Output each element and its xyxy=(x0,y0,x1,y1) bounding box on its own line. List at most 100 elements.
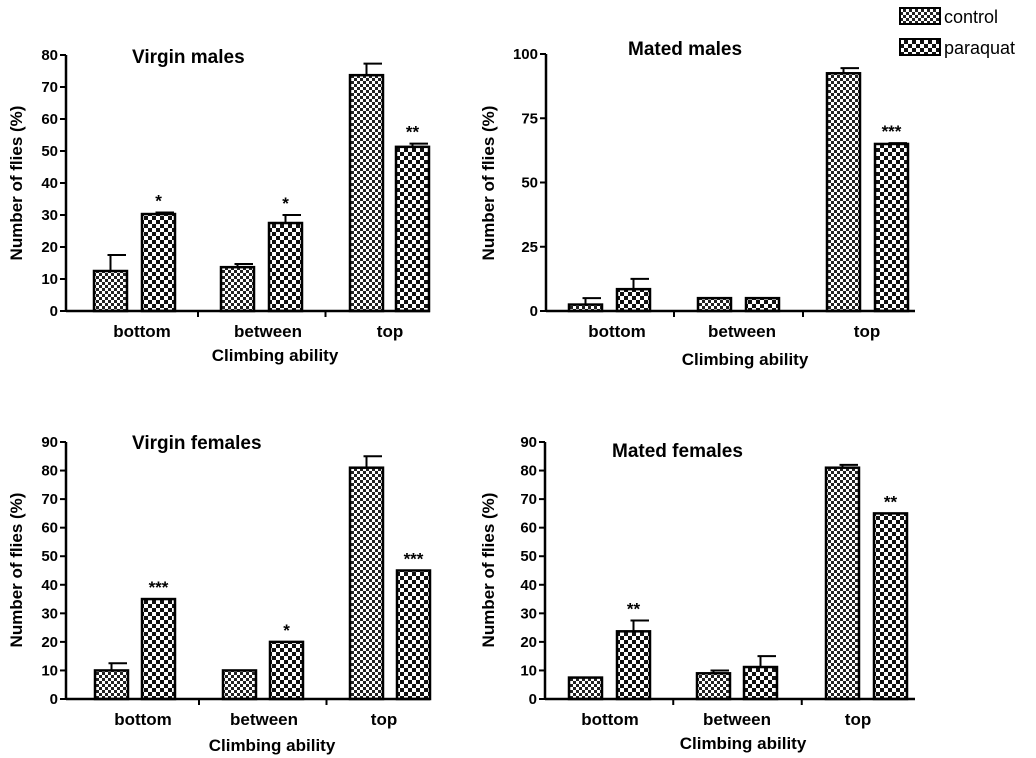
x-tick-label-bottom: bottom xyxy=(588,322,646,341)
bar-paraquat-bottom xyxy=(615,630,652,701)
y-tick-label: 90 xyxy=(520,434,537,451)
bar-paraquat-between xyxy=(267,221,304,313)
bar-control-bottom xyxy=(92,269,129,313)
x-tick-label-top: top xyxy=(854,322,880,341)
bar-control-between xyxy=(696,296,733,313)
y-tick-label: 40 xyxy=(41,577,58,594)
bar-paraquat-top xyxy=(872,512,909,701)
y-tick-label: 75 xyxy=(521,110,538,127)
y-tick-label: 70 xyxy=(41,491,58,508)
legend-label-control: control xyxy=(944,7,998,27)
y-tick-label: 100 xyxy=(513,46,538,63)
bar-paraquat-between xyxy=(742,665,779,701)
chart-title: Virgin males xyxy=(132,47,245,68)
y-tick-label: 10 xyxy=(41,662,58,679)
y-tick-label: 20 xyxy=(41,239,58,256)
legend-swatch-control xyxy=(899,7,941,25)
y-tick-label: 50 xyxy=(41,548,58,565)
significance-label-top: *** xyxy=(882,122,902,141)
y-tick-label: 20 xyxy=(41,634,58,651)
y-tick-label: 10 xyxy=(520,662,537,679)
significance-label-top: ** xyxy=(406,123,420,142)
y-tick-label: 30 xyxy=(520,605,537,622)
x-tick-label-bottom: bottom xyxy=(581,710,639,729)
bar-paraquat-bottom xyxy=(140,212,177,313)
legend-label-paraquat: paraquat xyxy=(944,38,1015,58)
bar-paraquat-bottom xyxy=(615,287,652,313)
y-tick-label: 80 xyxy=(41,463,58,480)
y-tick-label: 80 xyxy=(41,47,58,64)
chart-title: Virgin females xyxy=(132,433,262,454)
y-tick-label: 60 xyxy=(41,520,58,537)
x-axis-label: Climbing ability xyxy=(209,736,336,755)
bar-paraquat-top xyxy=(395,569,432,701)
y-tick-label: 25 xyxy=(521,239,538,256)
significance-label-top: *** xyxy=(404,550,424,569)
y-tick-label: 60 xyxy=(41,111,58,128)
y-tick-label: 60 xyxy=(520,520,537,537)
bar-control-bottom xyxy=(567,676,604,701)
bar-paraquat-top xyxy=(394,145,431,313)
y-axis-label: Number of flies (%) xyxy=(479,493,498,648)
y-tick-label: 0 xyxy=(50,691,58,708)
y-axis-label: Number of flies (%) xyxy=(479,106,498,261)
y-tick-label: 0 xyxy=(529,691,537,708)
bar-control-between xyxy=(221,669,258,701)
y-tick-label: 90 xyxy=(41,434,58,451)
bar-control-between xyxy=(219,265,256,313)
y-tick-label: 70 xyxy=(41,79,58,96)
legend: control paraquat xyxy=(899,7,1015,58)
x-tick-label-between: between xyxy=(230,710,298,729)
significance-label-between: * xyxy=(282,194,289,213)
significance-label-between: * xyxy=(283,621,290,640)
bar-control-top xyxy=(825,72,862,313)
y-tick-label: 50 xyxy=(521,175,538,192)
significance-label-bottom: * xyxy=(155,191,162,210)
y-tick-label: 20 xyxy=(520,634,537,651)
y-axis-label: Number of flies (%) xyxy=(7,493,26,648)
bar-paraquat-bottom xyxy=(140,597,177,701)
y-tick-label: 80 xyxy=(520,463,537,480)
legend-swatch-paraquat xyxy=(899,38,941,56)
y-axis-label: Number of flies (%) xyxy=(7,106,26,261)
x-tick-label-top: top xyxy=(377,322,403,341)
x-tick-label-between: between xyxy=(703,710,771,729)
bar-control-top xyxy=(824,466,861,701)
y-tick-label: 50 xyxy=(520,548,537,565)
x-axis-label: Climbing ability xyxy=(680,734,807,753)
y-tick-label: 0 xyxy=(50,303,58,320)
chart-title: Mated females xyxy=(612,441,743,462)
x-tick-label-between: between xyxy=(234,322,302,341)
y-tick-label: 0 xyxy=(530,303,538,320)
chart-title: Mated males xyxy=(628,39,742,60)
y-tick-label: 70 xyxy=(520,491,537,508)
x-tick-label-bottom: bottom xyxy=(114,710,172,729)
y-tick-label: 30 xyxy=(41,207,58,224)
bar-paraquat-between xyxy=(744,296,781,313)
panel-mated-males: *** 0 25 50 75 100 bottom between top Mated males… xyxy=(479,39,915,369)
bar-paraquat-between xyxy=(268,640,305,701)
panel-mated-females: ** ** 0 10 20 30 40 50 60 70 80 90 bottom between top M… xyxy=(479,434,915,753)
y-tick-label: 50 xyxy=(41,143,58,160)
x-tick-label-bottom: bottom xyxy=(113,322,171,341)
bar-paraquat-top xyxy=(873,142,910,313)
x-axis-label: Climbing ability xyxy=(212,346,339,365)
significance-label-top: ** xyxy=(884,492,898,511)
y-tick-label: 40 xyxy=(41,175,58,192)
y-tick-label: 10 xyxy=(41,271,58,288)
y-tick-label: 30 xyxy=(41,605,58,622)
bar-control-between xyxy=(695,672,732,701)
x-tick-label-top: top xyxy=(845,710,871,729)
y-tick-label: 40 xyxy=(520,577,537,594)
x-axis-label: Climbing ability xyxy=(682,350,809,369)
bar-control-bottom xyxy=(93,669,130,701)
x-tick-label-between: between xyxy=(708,322,776,341)
significance-label-bottom: *** xyxy=(149,578,169,597)
bar-control-top xyxy=(348,73,385,313)
significance-label-bottom: ** xyxy=(627,599,641,618)
bar-control-top xyxy=(348,466,385,701)
x-tick-label-top: top xyxy=(371,710,397,729)
